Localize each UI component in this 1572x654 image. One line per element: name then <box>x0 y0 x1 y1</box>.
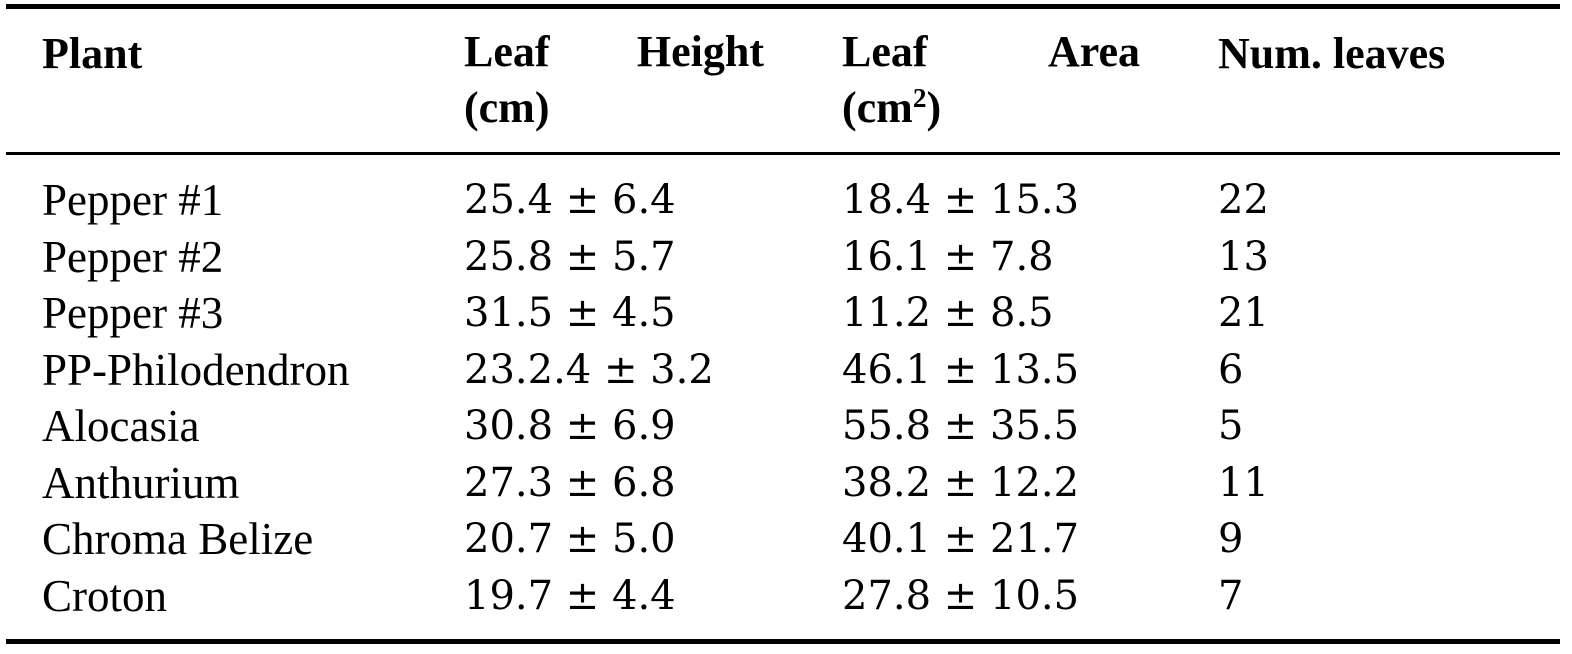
cell-leaf-height: 27.3 ± 6.8 <box>464 459 676 506</box>
cell-plant: PP-Philodendron <box>42 344 350 395</box>
cell-plant: Pepper #2 <box>42 231 224 282</box>
header-leaf-area-unit-close: ) <box>926 83 942 132</box>
cell-leaf-height: 25.4 ± 6.4 <box>464 177 676 223</box>
header-leaf-height-word2: Height <box>636 27 764 76</box>
cell-num-leaves: 13 <box>1218 233 1269 280</box>
cell-leaf-area: 38.2 ± 12.2 <box>842 459 1080 506</box>
cell-num-leaves: 9 <box>1218 516 1244 562</box>
cell-plant: Chroma Belize <box>42 514 314 564</box>
cell-num-leaves: 21 <box>1218 290 1269 336</box>
header-num-leaves: Num. leaves <box>1218 29 1446 78</box>
cell-leaf-area: 11.2 ± 8.5 <box>842 290 1054 336</box>
cell-leaf-area: 40.1 ± 21.7 <box>842 516 1080 562</box>
cell-leaf-area: 18.4 ± 15.3 <box>842 177 1080 223</box>
cell-leaf-height: 30.8 ± 6.9 <box>464 403 676 449</box>
header-leaf-height: Leaf Height (cm) <box>464 24 764 136</box>
header-leaf-height-unit: (cm) <box>464 83 550 132</box>
bottom-rule <box>6 639 1560 644</box>
cell-leaf-area: 27.8 ± 10.5 <box>842 572 1080 619</box>
header-leaf-area-unit-base: (cm <box>842 83 913 132</box>
top-rule <box>6 4 1560 9</box>
cell-leaf-height: 20.7 ± 5.0 <box>464 516 676 562</box>
header-rule <box>6 152 1560 155</box>
cell-plant: Pepper #1 <box>42 175 224 225</box>
header-leaf-area-unit: (cm2) <box>842 80 1140 136</box>
cell-plant: Croton <box>42 570 168 621</box>
cell-leaf-height: 23.2.4 ± 3.2 <box>464 346 714 393</box>
cell-plant: Alocasia <box>42 401 200 451</box>
cell-leaf-height: 31.5 ± 4.5 <box>464 290 676 336</box>
header-plant: Plant <box>42 29 143 78</box>
cell-plant: Anthurium <box>42 457 240 508</box>
header-leaf-area-word2: Area <box>1047 27 1140 76</box>
header-leaf-area-unit-exp: 2 <box>912 83 927 113</box>
cell-plant: Pepper #3 <box>42 288 224 338</box>
cell-leaf-area: 55.8 ± 35.5 <box>842 403 1080 449</box>
header-leaf-area-word1: Leaf <box>842 27 928 76</box>
header-leaf-area: Leaf Area (cm2) <box>842 24 1140 136</box>
cell-num-leaves: 6 <box>1218 346 1244 393</box>
cell-leaf-area: 16.1 ± 7.8 <box>842 233 1054 280</box>
cell-num-leaves: 11 <box>1218 459 1269 506</box>
cell-num-leaves: 5 <box>1218 403 1244 449</box>
cell-num-leaves: 22 <box>1218 177 1269 223</box>
cell-leaf-height: 25.8 ± 5.7 <box>464 233 676 280</box>
cell-leaf-height: 19.7 ± 4.4 <box>464 572 676 619</box>
cell-num-leaves: 7 <box>1218 572 1244 619</box>
cell-leaf-area: 46.1 ± 13.5 <box>842 346 1080 393</box>
header-leaf-height-word1: Leaf <box>464 27 550 76</box>
